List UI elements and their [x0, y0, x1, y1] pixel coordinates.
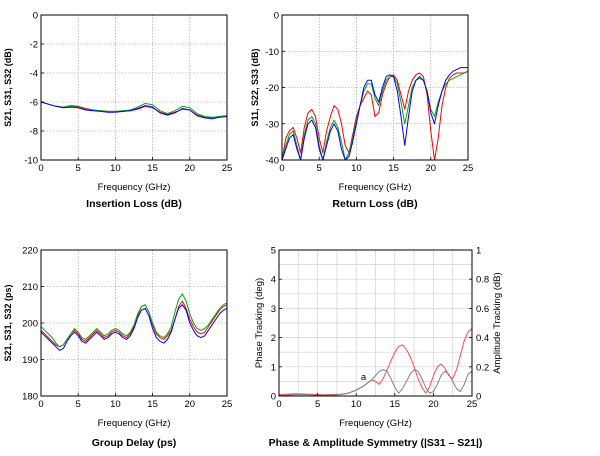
x-tick-label: 25 [222, 399, 233, 410]
x-tick-label: 20 [185, 163, 196, 174]
y-tick-label: 0 [271, 392, 276, 403]
chart-title: Return Loss (dB) [332, 198, 417, 210]
y-tick-label: -2 [30, 40, 38, 51]
series-line-1 [282, 70, 468, 160]
x-tick-label: 20 [426, 163, 437, 174]
chart-title: Group Delay (ps) [92, 437, 177, 449]
chart-annotation: a [361, 372, 367, 383]
x-tick-label: 0 [38, 163, 43, 174]
y-axis-label: S21, S31, S32 (dB) [3, 48, 13, 127]
y2-tick-label: 0 [476, 392, 481, 403]
x-tick-label: 20 [428, 399, 439, 410]
y-axis-label: Phase Tracking (deg) [254, 278, 265, 368]
y-tick-label: 200 [22, 319, 38, 330]
x-tick-label: 15 [388, 163, 399, 174]
x-tick-label: 15 [147, 399, 158, 410]
y-tick-label: 0 [274, 11, 279, 22]
plot-frame [40, 14, 228, 161]
series-line-2 [41, 293, 227, 348]
x-axis-label: Frequency (GHz) [98, 182, 171, 193]
x-tick-label: 5 [315, 399, 320, 410]
x-tick-label: 0 [38, 399, 43, 410]
series-line-3 [282, 67, 468, 160]
series-line-3 [41, 101, 227, 120]
x-tick-label: 5 [317, 163, 322, 174]
x-tick-label: 10 [351, 163, 362, 174]
y-tick-label: 210 [22, 282, 38, 293]
x-axis-label: Frequency (GHz) [98, 418, 171, 429]
y-tick-label: -30 [265, 119, 279, 130]
y-tick-label: -8 [30, 127, 38, 138]
y-tick-label: 180 [22, 392, 38, 403]
y-tick-label: 0 [33, 11, 38, 22]
y-tick-label: -4 [30, 69, 38, 80]
y2-tick-label: 0.4 [476, 333, 489, 344]
chart-1: 0 5 10 15 20 25 0 -2 -4 -6 -8 -10 Frequency (GHz) S21… [3, 11, 232, 211]
chart-title: Insertion Loss (dB) [86, 198, 182, 210]
plot-frame [278, 249, 473, 397]
y-tick-label: 220 [22, 246, 38, 257]
y-tick-label: -6 [30, 98, 38, 109]
y-tick-label: 190 [22, 355, 38, 366]
x-tick-label: 20 [185, 399, 196, 410]
series-line-1 [279, 328, 472, 396]
y2-tick-label: 0.8 [476, 275, 489, 286]
y-tick-label: 3 [271, 304, 276, 315]
x-tick-label: 5 [76, 399, 81, 410]
x-axis-label: Frequency (GHz) [339, 418, 412, 429]
chart-3: 0 5 10 15 20 25 220 210 200 190 180 Frequency (GHz)… [3, 246, 232, 450]
chart-4: 0 5 10 15 20 2501234500.20.40.60.81Frequency … [254, 246, 503, 450]
y-tick-label: 4 [271, 275, 276, 286]
y-tick-label: -40 [265, 156, 279, 167]
y-axis-label: S21, S31, S32 (ps) [3, 284, 13, 361]
y2-tick-label: 0.6 [476, 304, 489, 315]
y-tick-label: -20 [265, 83, 279, 94]
series-line-2 [279, 369, 472, 396]
x-tick-label: 0 [279, 163, 284, 174]
x-axis-label: Frequency (GHz) [339, 182, 412, 193]
y-tick-label: 2 [271, 333, 276, 344]
x-tick-label: 10 [110, 163, 121, 174]
y-tick-label: -10 [24, 156, 38, 167]
chart-2: 0 5 10 15 20 25 0 -10 -20 -30 -40 Frequency (GHz) S1… [250, 11, 473, 211]
y-tick-label: 5 [271, 246, 276, 257]
y2-tick-label: 0.2 [476, 362, 489, 373]
x-tick-label: 15 [147, 163, 158, 174]
x-tick-label: 15 [390, 399, 401, 410]
x-tick-label: 10 [351, 399, 362, 410]
y2-tick-label: 1 [476, 246, 481, 257]
series-line-2 [282, 70, 468, 160]
x-tick-label: 5 [76, 163, 81, 174]
x-tick-label: 25 [467, 399, 478, 410]
y2-axis-label: Amplitude Tracking (dB) [492, 272, 503, 373]
x-tick-label: 10 [110, 399, 121, 410]
x-tick-label: 25 [222, 163, 233, 174]
x-tick-label: 25 [463, 163, 474, 174]
y-tick-label: -10 [265, 47, 279, 58]
plot-area [41, 15, 227, 160]
series-line-2 [41, 101, 227, 118]
series-line-3 [41, 304, 227, 351]
y-axis-label: S11, S22, S33 (dB) [250, 48, 260, 126]
y-tick-label: 1 [271, 362, 276, 373]
chart-title: Phase & Amplitude Symmetry (|S31 – S21|) [269, 437, 483, 449]
x-tick-label: 0 [276, 399, 281, 410]
